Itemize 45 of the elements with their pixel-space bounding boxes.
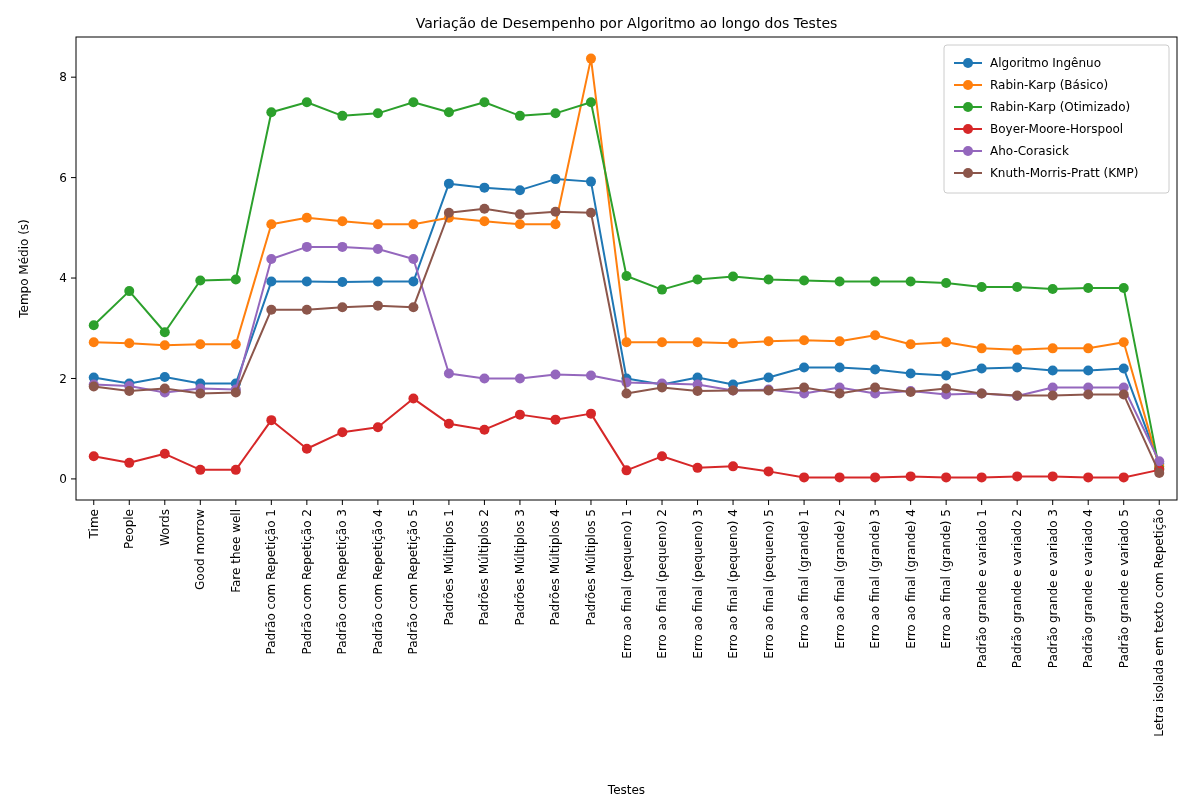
x-tick-label: Padrão grande e variado 3: [1045, 509, 1060, 669]
x-tick-label: Padrão com Repetição 3: [335, 509, 350, 655]
x-tick-label: Padrão grande e variado 2: [1010, 509, 1025, 669]
x-tick-label: People: [122, 509, 137, 549]
y-tick-label: 6: [59, 170, 67, 185]
y-tick-label: 2: [59, 371, 67, 386]
x-tick-label: Erro ao final (pequeno) 5: [761, 509, 776, 659]
x-tick-label: Erro ao final (pequeno) 3: [690, 509, 705, 659]
x-tick-label: Padrões Múltiplos 4: [548, 509, 563, 626]
x-tick-label: Erro ao final (grande) 3: [868, 509, 883, 649]
x-tick-label: Erro ao final (grande) 2: [832, 509, 847, 649]
x-tick-label: Erro ao final (pequeno) 4: [726, 509, 741, 659]
x-tick-label: Padrão com Repetição 1: [264, 509, 279, 655]
legend-label: Rabin-Karp (Otimizado): [990, 100, 1131, 115]
x-tick-label: Padrão grande e variado 1: [974, 509, 989, 669]
x-tick-label: Erro ao final (pequeno) 1: [619, 509, 634, 659]
x-tick-label: Erro ao final (grande) 4: [903, 509, 918, 649]
x-tick-label: Erro ao final (grande) 5: [939, 509, 954, 649]
x-tick-label: Time: [86, 509, 101, 540]
x-tick-label: Padrão com Repetição 4: [370, 509, 385, 655]
legend-label: Knuth-Morris-Pratt (KMP): [990, 166, 1139, 181]
x-tick-label: Padrões Múltiplos 2: [477, 509, 492, 626]
y-tick-label: 4: [59, 271, 67, 286]
x-tick-label: Padrão grande e variado 4: [1081, 509, 1096, 669]
x-tick-label: Padrão grande e variado 5: [1116, 509, 1131, 669]
x-tick-label: Padrões Múltiplos 3: [512, 509, 527, 626]
legend-label: Rabin-Karp (Básico): [990, 78, 1109, 93]
x-tick-label: Good morrow: [193, 508, 208, 590]
x-tick-label: Padrão com Repetição 2: [299, 509, 314, 655]
y-tick-label: 8: [59, 70, 67, 85]
x-tick-label: Letra isolada em texto com Repetição: [1152, 509, 1167, 737]
x-tick-label: Erro ao final (grande) 1: [797, 509, 812, 649]
x-axis-title: Testes: [606, 783, 646, 796]
legend-label: Aho-Corasick: [990, 144, 1069, 159]
legend-label: Algoritmo Ingênuo: [990, 56, 1102, 71]
x-tick-label: Padrão com Repetição 5: [406, 509, 421, 655]
x-tick-label: Words: [157, 509, 172, 547]
x-tick-label: Fare thee well: [228, 509, 243, 593]
x-tick-label: Erro ao final (pequeno) 2: [655, 509, 670, 659]
chart-title: Variação de Desempenho por Algoritmo ao longo dos Testes: [415, 15, 838, 31]
legend-label: Boyer-Moore-Horspool: [990, 122, 1124, 137]
y-axis-title: Tempo Médio (s): [17, 219, 31, 319]
x-tick-label: Padrões Múltiplos 1: [441, 509, 456, 626]
y-tick-label: 0: [59, 472, 67, 487]
x-tick-label: Padrões Múltiplos 5: [583, 509, 598, 626]
